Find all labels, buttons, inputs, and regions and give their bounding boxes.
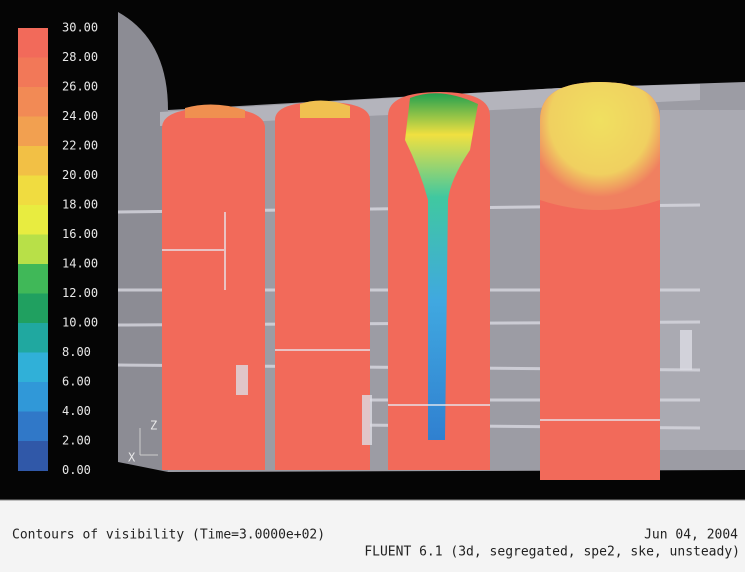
- colorbar-band: [18, 353, 48, 383]
- axis-z-label: Z: [150, 419, 157, 433]
- colorbar-label: 24.00: [62, 109, 98, 123]
- caption-title: Contours of visibility (Time=3.0000e+02): [12, 528, 325, 543]
- axis-x-label: X: [128, 451, 136, 465]
- colorbar-label: 20.00: [62, 168, 98, 182]
- colorbar-band: [18, 176, 48, 206]
- colorbar-label: 8.00: [62, 345, 91, 359]
- colorbar-label: 16.00: [62, 227, 98, 241]
- colorbar-label: 30.00: [62, 21, 98, 35]
- colorbar-band: [18, 58, 48, 88]
- colorbar-band: [18, 146, 48, 176]
- colorbar-band: [18, 294, 48, 324]
- screenshot: Z X 30.00 28.00 26.00 24.00 22.00 20.00 18.00 1…: [0, 0, 745, 572]
- colorbar-band: [18, 117, 48, 147]
- colorbar-band: [18, 205, 48, 235]
- colorbar-label: 4.00: [62, 404, 91, 418]
- colorbar-label: 2.00: [62, 434, 91, 448]
- colorbar-band: [18, 264, 48, 294]
- colorbar-band: [18, 323, 48, 353]
- colorbar-label: 14.00: [62, 257, 98, 271]
- colorbar-label: 12.00: [62, 286, 98, 300]
- colorbar-band: [18, 441, 48, 471]
- colorbar-band: [18, 235, 48, 265]
- colorbar-label: 26.00: [62, 80, 98, 94]
- colorbar-label: 18.00: [62, 198, 98, 212]
- caption-date: Jun 04, 2004: [644, 528, 738, 543]
- colorbar-band: [18, 382, 48, 412]
- fluent-view: Z X 30.00 28.00 26.00 24.00 22.00 20.00 18.00 1…: [0, 0, 745, 572]
- colorbar-band: [18, 412, 48, 442]
- colorbar-label: 28.00: [62, 50, 98, 64]
- colorbar-label: 10.00: [62, 316, 98, 330]
- colorbar-band: [18, 28, 48, 58]
- colorbar-band: [18, 87, 48, 117]
- colorbar-label: 22.00: [62, 139, 98, 153]
- colorbar-label: 6.00: [62, 375, 91, 389]
- caption-solver: FLUENT 6.1 (3d, segregated, spe2, ske, u…: [364, 545, 740, 560]
- colorbar-label: 0.00: [62, 463, 91, 477]
